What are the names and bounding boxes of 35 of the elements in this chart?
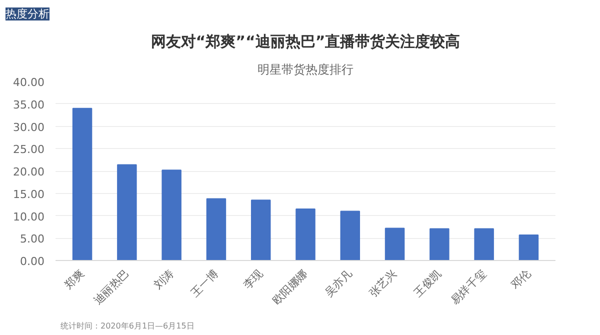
x-tick-label: 王一博 [188, 266, 221, 300]
x-tick-label: 易烊千玺 [448, 266, 489, 308]
bar [72, 108, 92, 260]
bar [162, 170, 182, 260]
y-tick-label: 10.00 [13, 210, 45, 224]
x-tick-label: 邓伦 [508, 266, 534, 292]
x-tick-label: 迪丽热巴 [91, 266, 132, 308]
y-tick-label: 40.00 [13, 76, 45, 89]
bar [206, 198, 226, 260]
y-tick-label: 35.00 [13, 98, 45, 112]
x-tick-label: 王俊凯 [412, 266, 444, 300]
bar [430, 228, 450, 260]
y-tick-label: 15.00 [13, 188, 45, 201]
x-tick-label: 欧阳娜娜 [270, 266, 310, 308]
bar [518, 234, 539, 260]
text: 统计时间：2020年6月1日—6月15日 [60, 322, 194, 330]
bar [296, 208, 316, 260]
bar [250, 200, 271, 260]
bar [384, 228, 405, 260]
x-tick-label: 李现 [240, 266, 266, 292]
x-tick-label: 刘涛 [151, 266, 176, 292]
y-tick-label: 5.00 [20, 232, 45, 246]
x-tick-label: 郑爽 [62, 266, 87, 292]
chart-title: 网友对“郑爽”“迪丽热巴”直播带货关注度较高 [150, 32, 460, 50]
bar [340, 210, 360, 260]
x-tick-label: 张艺兴 [366, 266, 400, 300]
y-tick-label: 25.00 [13, 143, 45, 156]
bar [474, 228, 494, 260]
y-tick-label: 0.00 [20, 255, 45, 268]
y-tick-label: 20.00 [13, 166, 45, 178]
y-tick-label: 30.00 [13, 120, 45, 134]
chart-subtitle: 明星带货热度排行 [258, 62, 354, 76]
bar [117, 164, 137, 260]
text: 热度分析 [6, 8, 50, 20]
x-tick-label: 吴亦凡 [322, 266, 355, 300]
